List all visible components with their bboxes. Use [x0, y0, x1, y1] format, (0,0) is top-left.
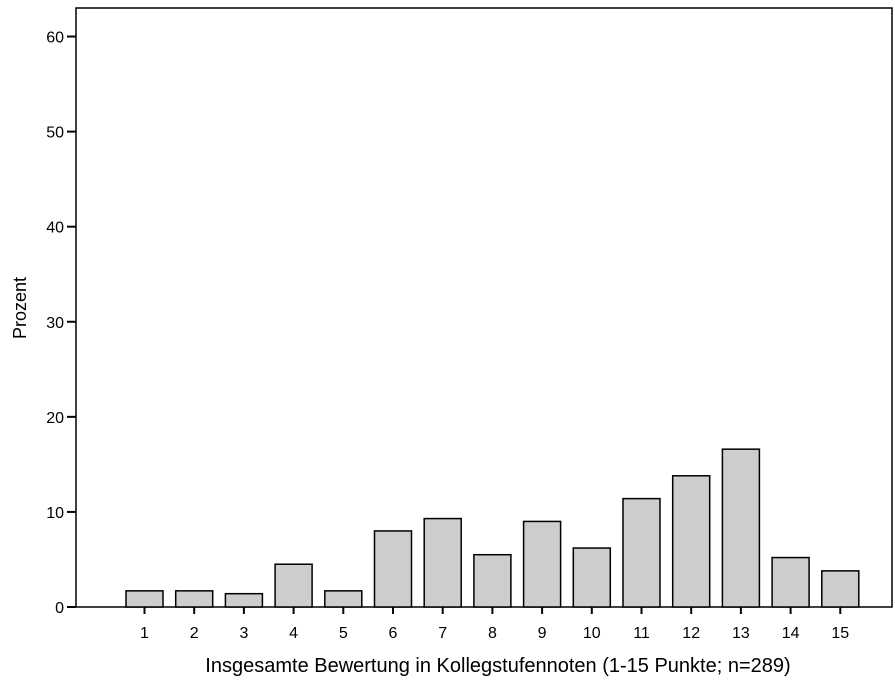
- y-tick-label: 40: [46, 220, 64, 237]
- bar: [224, 592, 264, 608]
- x-tick-label: 12: [682, 625, 700, 642]
- bar: [622, 497, 661, 608]
- x-tick-label: 5: [339, 625, 348, 642]
- bar: [572, 547, 612, 608]
- bar: [771, 556, 810, 608]
- y-axis: 0 10 20 30 40 50 60: [46, 30, 76, 617]
- y-tick-label: 10: [46, 505, 64, 522]
- bar: [821, 570, 860, 608]
- x-tick-label: 15: [831, 625, 849, 642]
- x-tick-label: 14: [782, 625, 800, 642]
- bar: [324, 590, 363, 608]
- y-tick-label: 60: [46, 30, 64, 47]
- x-tick-label: 3: [239, 625, 248, 642]
- bars: [125, 448, 860, 608]
- x-tick-label: 11: [633, 625, 650, 642]
- x-tick-label: 8: [488, 625, 497, 642]
- bar: [522, 520, 562, 608]
- x-axis: 1 2 3 4 5 6 7 8 9 10 11 12 13 14 15: [140, 607, 849, 642]
- bar: [671, 475, 711, 608]
- y-tick-label: 20: [46, 410, 64, 427]
- y-tick-label: 30: [46, 315, 64, 332]
- y-tick-label: 0: [55, 600, 64, 617]
- y-axis-label: Prozent: [10, 277, 30, 339]
- x-axis-label: Insgesamte Bewertung in Kollegstufennote…: [205, 655, 790, 677]
- bar: [721, 448, 761, 608]
- bar: [274, 563, 313, 608]
- x-tick-label: 4: [289, 625, 298, 642]
- plot-frame: [75, 7, 893, 608]
- x-tick-label: 6: [389, 625, 398, 642]
- x-tick-label: 2: [190, 625, 199, 642]
- x-tick-label: 13: [732, 625, 750, 642]
- x-tick-label: 9: [538, 625, 547, 642]
- y-tick-label: 50: [46, 125, 64, 142]
- x-tick-label: 7: [438, 625, 447, 642]
- bar: [125, 590, 164, 608]
- bar: [373, 530, 413, 608]
- bar: [473, 553, 512, 608]
- bar: [423, 517, 462, 608]
- x-tick-label: 10: [583, 625, 601, 642]
- bar: [174, 590, 214, 608]
- x-tick-label: 1: [140, 625, 149, 642]
